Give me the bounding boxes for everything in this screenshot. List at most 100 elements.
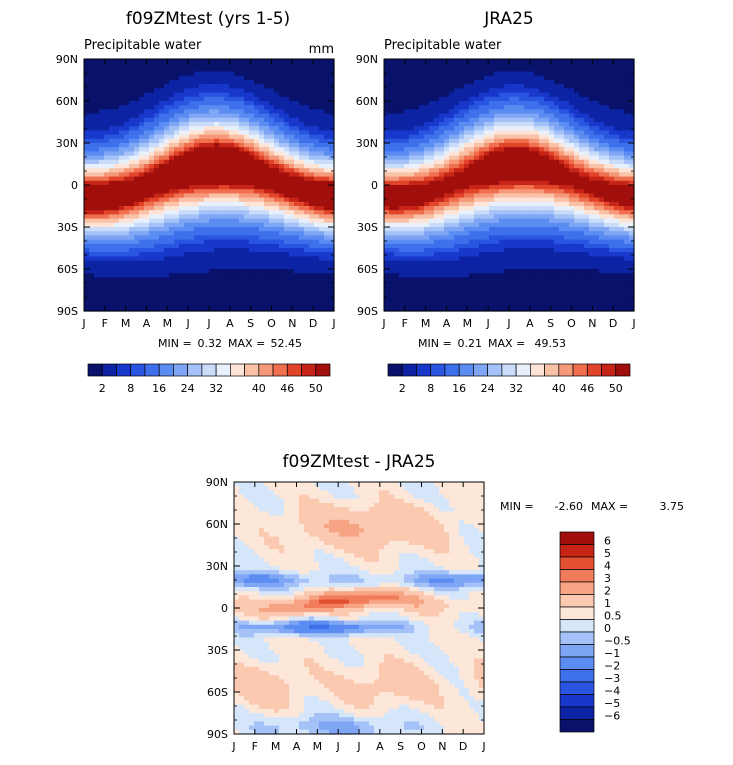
colorbar-label: 2 <box>99 382 106 395</box>
heatmap-cell <box>209 248 215 253</box>
heatmap-cell <box>229 290 235 295</box>
heatmap-cell <box>459 122 465 127</box>
heatmap-cell <box>144 151 150 157</box>
heatmap-cell <box>324 164 330 169</box>
heatmap-cell <box>239 260 245 266</box>
heatmap-cell <box>184 189 190 194</box>
heatmap-cell <box>284 260 290 266</box>
heatmap-cell <box>554 197 560 203</box>
heatmap-cell <box>584 67 590 73</box>
heatmap-cell <box>144 63 150 68</box>
heatmap-cell <box>149 84 155 89</box>
heatmap-cell <box>294 264 300 270</box>
heatmap-cell <box>324 113 330 119</box>
heatmap-cell <box>614 172 620 178</box>
heatmap-cell <box>454 180 460 186</box>
heatmap-cell <box>89 206 95 211</box>
heatmap-cell <box>464 105 470 110</box>
heatmap-cell <box>594 201 600 207</box>
heatmap-cell <box>519 172 525 178</box>
heatmap-cell <box>249 96 255 102</box>
heatmap-cell <box>304 92 310 98</box>
heatmap-cell <box>154 256 160 262</box>
heatmap-cell <box>454 155 460 161</box>
heatmap-cell <box>229 159 235 165</box>
heatmap-cell <box>594 75 600 81</box>
heatmap-cell <box>154 84 160 89</box>
heatmap-cell <box>129 290 135 295</box>
heatmap-cell <box>124 201 130 207</box>
heatmap-cell <box>324 176 330 182</box>
heatmap-cell <box>629 155 635 161</box>
heatmap-cell <box>264 248 270 253</box>
heatmap-cell <box>564 168 570 173</box>
heatmap-cell <box>234 294 240 299</box>
heatmap-cell <box>449 88 455 94</box>
heatmap-cell <box>559 101 565 106</box>
heatmap-cell <box>304 67 310 73</box>
heatmap-cell <box>419 113 425 119</box>
heatmap-cell <box>214 109 220 115</box>
heatmap-cell <box>454 185 460 190</box>
heatmap-cell <box>214 285 220 291</box>
heatmap-cell <box>239 63 245 68</box>
heatmap-cell <box>244 151 250 157</box>
heatmap-cell <box>389 71 395 77</box>
heatmap-cell <box>119 218 125 224</box>
heatmap-cell <box>434 193 440 199</box>
heatmap-cell <box>139 193 145 199</box>
heatmap-cell <box>399 189 405 194</box>
heatmap-cell <box>494 197 500 203</box>
heatmap-cell <box>169 96 175 102</box>
heatmap-cell <box>99 71 105 77</box>
heatmap-cell <box>159 218 165 224</box>
heatmap-cell <box>519 168 525 173</box>
heatmap-cell <box>589 189 595 194</box>
heatmap-cell <box>194 67 200 73</box>
heatmap-cell <box>219 147 225 152</box>
heatmap-cell <box>174 159 180 165</box>
heatmap-cell <box>154 147 160 152</box>
heatmap-cell <box>224 172 230 178</box>
heatmap-cell <box>419 159 425 165</box>
heatmap-cell <box>89 193 95 199</box>
heatmap-cell <box>139 306 145 312</box>
heatmap-cell <box>114 227 120 232</box>
heatmap-cell <box>104 117 110 123</box>
heatmap-cell <box>529 206 535 211</box>
heatmap-cell <box>424 113 430 119</box>
heatmap-cell <box>329 147 335 152</box>
heatmap-cell <box>154 214 160 220</box>
heatmap-cell <box>304 269 310 274</box>
heatmap-cell <box>319 101 325 106</box>
heatmap-cell <box>544 210 550 215</box>
heatmap-cell <box>94 138 100 144</box>
heatmap-cell <box>279 147 285 152</box>
heatmap-cell <box>289 201 295 207</box>
heatmap-cell <box>209 143 215 148</box>
heatmap-cell <box>199 151 205 157</box>
heatmap-cell <box>319 105 325 110</box>
heatmap-cell <box>619 113 625 119</box>
heatmap-cell <box>539 113 545 119</box>
heatmap-cell <box>624 189 630 194</box>
heatmap-cell <box>119 281 125 287</box>
heatmap-cell <box>604 147 610 152</box>
heatmap-cell <box>269 210 275 215</box>
heatmap-cell <box>554 122 560 127</box>
heatmap-cell <box>324 117 330 123</box>
heatmap-cell <box>399 88 405 94</box>
heatmap-cell <box>129 306 135 312</box>
heatmap-cell <box>539 75 545 81</box>
heatmap-cell <box>424 92 430 98</box>
heatmap-cell <box>304 109 310 115</box>
heatmap-cell <box>274 96 280 102</box>
heatmap-cell <box>94 273 100 278</box>
heatmap-cell <box>134 214 140 220</box>
heatmap-cell <box>499 84 505 89</box>
heatmap-cell <box>219 88 225 94</box>
heatmap-cell <box>124 306 130 312</box>
heatmap-cell <box>524 151 530 157</box>
heatmap-cell <box>554 63 560 68</box>
heatmap-cell <box>189 206 195 211</box>
